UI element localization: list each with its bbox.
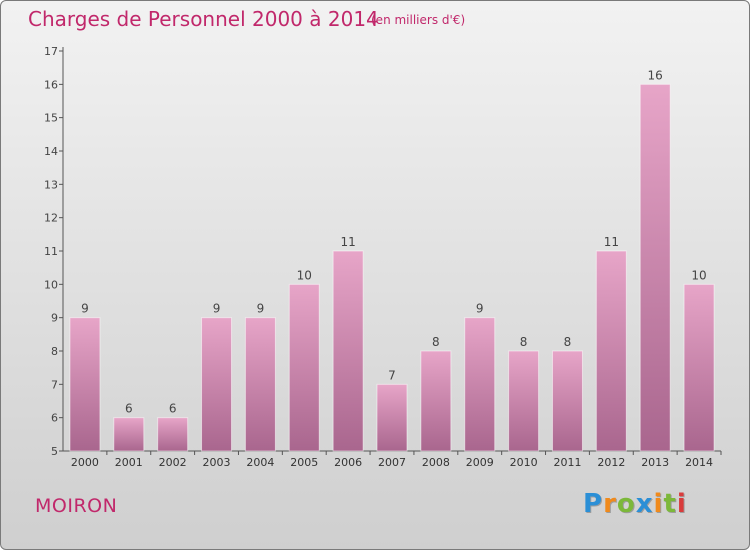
y-tick-label: 16 <box>44 78 58 91</box>
x-tick-label: 2004 <box>246 456 274 469</box>
bar-2005 <box>288 283 320 452</box>
y-tick-label: 11 <box>44 245 58 258</box>
bar-2012 <box>595 250 627 452</box>
data-label: 8 <box>564 335 572 349</box>
y-tick-label: 17 <box>44 45 58 58</box>
x-tick-label: 2008 <box>422 456 450 469</box>
data-label: 9 <box>81 302 89 316</box>
bar-2014 <box>683 283 715 452</box>
data-label: 11 <box>604 235 619 249</box>
bar-2004 <box>244 317 276 452</box>
y-tick-label: 9 <box>51 312 58 325</box>
chart-title: Charges de Personnel 2000 à 2014 <box>28 7 379 31</box>
data-label: 6 <box>169 402 177 416</box>
x-tick-label: 2013 <box>641 456 669 469</box>
brand-letter: r <box>603 489 617 519</box>
bar-2002 <box>157 417 189 452</box>
brand-letter: P <box>583 489 604 519</box>
x-tick-label: 2003 <box>203 456 231 469</box>
x-tick-label: 2009 <box>466 456 494 469</box>
y-tick-label: 14 <box>44 145 58 158</box>
labels: 2000 9 2001 6 2002 6 2003 9 2004 9 2005 10 2006 11 200… <box>71 68 713 469</box>
data-label: 6 <box>125 402 133 416</box>
bar-2007 <box>376 383 408 452</box>
proxiti-logo: Proxiti <box>583 489 687 519</box>
brand-letter: i <box>653 489 664 519</box>
x-tick-label: 2005 <box>290 456 318 469</box>
commune-name: MOIRON <box>35 495 118 517</box>
bar-2011 <box>551 350 583 452</box>
bar-2008 <box>420 350 452 452</box>
y-tick-label: 15 <box>44 112 58 125</box>
bar-2003 <box>201 317 233 452</box>
data-label: 10 <box>691 268 706 282</box>
data-label: 11 <box>340 235 355 249</box>
x-tick-label: 2014 <box>685 456 713 469</box>
x-tick-label: 2000 <box>71 456 99 469</box>
y-tick-label: 13 <box>44 178 58 191</box>
data-label: 16 <box>648 68 663 82</box>
x-tick-label: 2012 <box>597 456 625 469</box>
chart-unit: (en milliers d'€) <box>371 13 466 27</box>
data-label: 8 <box>520 335 528 349</box>
x-tick-label: 2011 <box>553 456 581 469</box>
x-tick-label: 2001 <box>115 456 143 469</box>
bars <box>69 83 715 452</box>
data-label: 10 <box>297 268 312 282</box>
bar-2010 <box>508 350 540 452</box>
data-label: 7 <box>388 368 396 382</box>
bar-2000 <box>69 317 101 452</box>
data-label: 9 <box>476 302 484 316</box>
bar-2013 <box>639 83 671 452</box>
x-tick-label: 2007 <box>378 456 406 469</box>
data-label: 9 <box>257 302 265 316</box>
x-tick-label: 2002 <box>159 456 187 469</box>
y-tick-label: 10 <box>44 278 58 291</box>
bar-2009 <box>464 317 496 452</box>
x-tick-label: 2010 <box>510 456 538 469</box>
y-tick-label: 6 <box>51 412 58 425</box>
y-tick-label: 12 <box>44 212 58 225</box>
data-label: 9 <box>213 302 221 316</box>
brand-letter: o <box>616 489 636 519</box>
bar-2006 <box>332 250 364 452</box>
x-tick-label: 2006 <box>334 456 362 469</box>
brand-letter: i <box>676 489 687 519</box>
y-tick-label: 5 <box>51 445 58 458</box>
brand-letter: t <box>663 489 677 519</box>
y-tick-label: 7 <box>51 378 58 391</box>
bar-2001 <box>113 417 145 452</box>
y-tick-label: 8 <box>51 345 58 358</box>
brand-letter: x <box>635 489 654 519</box>
data-label: 8 <box>432 335 440 349</box>
